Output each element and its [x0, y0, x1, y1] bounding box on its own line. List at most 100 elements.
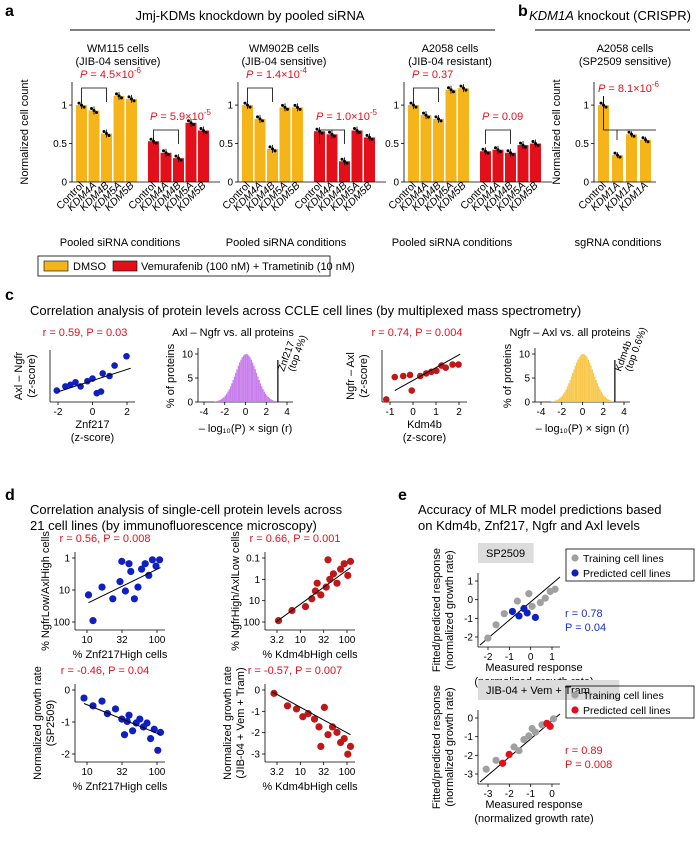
y-tick-label: 1 [227, 101, 233, 112]
data-point [109, 595, 117, 603]
replicate-dot [486, 151, 490, 155]
bar [76, 105, 87, 182]
replicate-dot [424, 113, 428, 117]
hist-bin [240, 359, 242, 402]
x-axis-label-unit: (normalized growth rate) [474, 813, 593, 825]
data-point [72, 378, 79, 386]
hist-bin [552, 401, 554, 402]
replicate-dot [164, 151, 168, 155]
hist-bin [271, 399, 273, 402]
y-axis-label: Fitted/predicted response [431, 548, 443, 672]
bar [185, 122, 197, 182]
y-tick-label: 1 [583, 101, 589, 112]
y-tick-label: 0 [64, 686, 70, 697]
hist-bin [579, 355, 582, 402]
x-tick-label: 10 [295, 635, 307, 646]
predicted-point [508, 607, 517, 616]
y-tick-label: 0 [467, 714, 473, 725]
training-point [551, 585, 559, 593]
x-tick-label: 100 [339, 635, 356, 646]
x-tick-label: 4 [621, 407, 627, 418]
hist-bin [600, 391, 602, 402]
replicate-dot [355, 128, 359, 132]
hist-bin [265, 393, 267, 402]
data-point [123, 352, 130, 360]
bar [598, 105, 609, 182]
legend-marker-predicted [571, 569, 579, 577]
bar [339, 161, 350, 182]
hist-bin [222, 398, 224, 402]
replicate-dot [414, 105, 418, 109]
replicate-dot [412, 103, 415, 107]
hist-bin [609, 400, 612, 402]
data-point [315, 723, 323, 731]
replicate-dot [187, 119, 190, 123]
hist-bin [594, 376, 596, 402]
fit-line [271, 691, 351, 736]
replicate-dot [521, 143, 525, 147]
replicate-dot [192, 123, 195, 127]
hist-bin [224, 395, 226, 402]
replicate-dot [343, 159, 346, 163]
predicted-point [546, 722, 554, 730]
x-axis-label: % Kdm4bHigh cells [262, 781, 358, 793]
replicate-dot [506, 149, 510, 153]
data-point [344, 750, 352, 758]
data-point [156, 556, 164, 564]
replicate-dot [509, 151, 512, 155]
x-tick-label: 32 [318, 635, 330, 646]
cell-title: A2058 cells [597, 43, 654, 55]
data-point [428, 368, 435, 376]
replicate-dot [204, 130, 208, 134]
y-tick-label: -1 [61, 718, 70, 729]
y-axis-label: Normalized growth rate [32, 666, 44, 780]
legend-marker-training [571, 691, 579, 699]
data-point [346, 557, 355, 565]
x-tick-label: -4 [537, 407, 546, 418]
y-tick-label: 0.5 [575, 139, 589, 150]
bar [292, 107, 303, 182]
x-tick-label: -1 [386, 407, 395, 418]
hist-bin [568, 383, 570, 402]
cell-title: WM115 cells [87, 43, 150, 55]
replicate-dot [422, 111, 425, 115]
x-tick-label: -3 [484, 789, 493, 800]
panel-label-c: c [5, 287, 14, 304]
hist-bin [229, 386, 232, 402]
hist-bin [608, 399, 610, 402]
replicate-dot [340, 157, 344, 161]
x-tick-label: 100 [149, 635, 166, 646]
data-point [329, 570, 337, 578]
data-point [283, 702, 292, 710]
predicted-point [523, 609, 531, 617]
bar [505, 152, 516, 182]
stat-label: r = -0.57, P = 0.007 [248, 665, 343, 677]
replicate-dot [499, 150, 502, 154]
data-point [324, 731, 332, 739]
bar [420, 115, 432, 182]
p-value-dmso: P = 1.4×10-4 [246, 66, 308, 81]
y-axis-label-unit: (z-score) [358, 354, 370, 397]
y-tick-label: 0.5 [219, 139, 233, 150]
replicate-dot [536, 144, 540, 148]
x-tick-label: -2 [220, 407, 229, 418]
hist-bin [270, 399, 272, 402]
replicate-dot [90, 106, 93, 110]
replicate-dot [328, 130, 331, 134]
stat-label: r = 0.74, P = 0.004 [372, 327, 463, 339]
replicate-dot [459, 84, 463, 88]
hist-bin [249, 357, 251, 402]
replicate-dot [333, 134, 336, 138]
training-point [520, 736, 528, 744]
hist-bin [557, 399, 560, 402]
y-axis-label: % NgfrLow/AxlHigh cells [40, 531, 52, 651]
data-point [129, 727, 137, 735]
p-bracket [485, 129, 511, 144]
hist-bin [257, 376, 259, 402]
hist-bin [603, 395, 605, 402]
x-axis-label: % Znf217High cells [73, 781, 168, 793]
hist-bin [569, 380, 571, 402]
legend-label-training: Training cell lines [583, 690, 664, 702]
hist-bin [586, 357, 588, 402]
bar [640, 139, 651, 182]
